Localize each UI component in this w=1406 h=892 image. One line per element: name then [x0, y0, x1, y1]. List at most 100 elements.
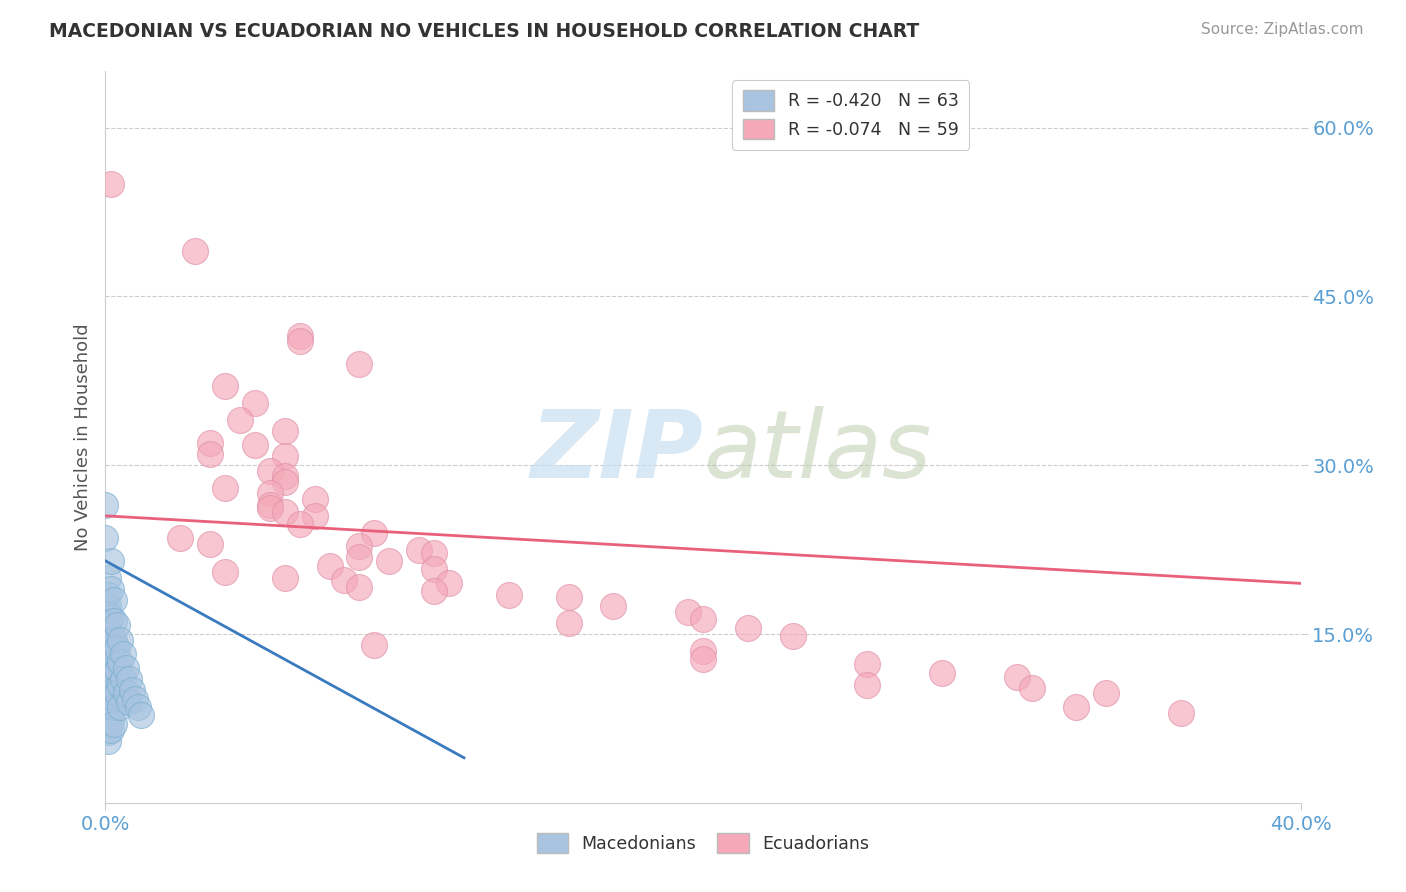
Point	[318, 559, 340, 574]
Point	[333, 573, 356, 587]
Point	[557, 615, 579, 630]
Point	[288, 516, 311, 531]
Point	[127, 700, 149, 714]
Text: MACEDONIAN VS ECUADORIAN NO VEHICLES IN HOUSEHOLD CORRELATION CHART: MACEDONIAN VS ECUADORIAN NO VEHICLES IN …	[49, 22, 920, 41]
Point	[97, 710, 120, 724]
Point	[856, 678, 879, 692]
Point	[273, 449, 295, 463]
Point	[97, 734, 120, 748]
Point	[110, 678, 132, 692]
Point	[103, 717, 125, 731]
Point	[110, 655, 132, 669]
Point	[498, 588, 520, 602]
Point	[273, 425, 295, 439]
Point	[782, 629, 804, 643]
Point	[100, 672, 122, 686]
Y-axis label: No Vehicles in Household: No Vehicles in Household	[73, 323, 91, 551]
Point	[97, 689, 120, 703]
Point	[107, 663, 129, 677]
Point	[100, 723, 122, 737]
Point	[103, 593, 125, 607]
Point	[692, 652, 714, 666]
Point	[97, 649, 120, 664]
Point	[97, 674, 120, 689]
Point	[97, 717, 120, 731]
Point	[214, 379, 236, 393]
Point	[107, 640, 129, 655]
Point	[97, 632, 120, 647]
Point	[423, 584, 446, 599]
Point	[273, 506, 295, 520]
Point	[97, 681, 120, 695]
Point	[423, 546, 446, 560]
Point	[229, 413, 252, 427]
Point	[97, 615, 120, 630]
Point	[103, 632, 125, 647]
Point	[124, 692, 146, 706]
Point	[437, 576, 460, 591]
Point	[129, 708, 153, 723]
Point	[676, 605, 699, 619]
Point	[97, 607, 120, 621]
Point	[602, 599, 624, 613]
Point	[103, 614, 125, 628]
Point	[198, 435, 221, 450]
Point	[107, 685, 129, 699]
Point	[100, 655, 122, 669]
Point	[692, 612, 714, 626]
Point	[737, 621, 759, 635]
Point	[97, 588, 120, 602]
Point	[121, 683, 143, 698]
Point	[100, 638, 122, 652]
Point	[692, 644, 714, 658]
Point	[1095, 685, 1118, 699]
Point	[97, 624, 120, 639]
Point	[100, 689, 122, 703]
Point	[214, 481, 236, 495]
Point	[97, 666, 120, 681]
Point	[378, 554, 401, 568]
Point	[100, 177, 122, 191]
Point	[115, 661, 138, 675]
Point	[97, 599, 120, 613]
Point	[100, 714, 122, 728]
Point	[100, 680, 122, 694]
Point	[198, 537, 221, 551]
Point	[1066, 700, 1088, 714]
Point	[1021, 681, 1043, 695]
Point	[856, 657, 879, 672]
Point	[97, 697, 120, 711]
Point	[110, 700, 132, 714]
Point	[349, 357, 371, 371]
Point	[94, 498, 117, 512]
Point	[103, 666, 125, 681]
Text: atlas: atlas	[703, 406, 931, 497]
Point	[198, 447, 221, 461]
Point	[97, 571, 120, 585]
Point	[273, 469, 295, 483]
Point	[112, 672, 135, 686]
Point	[363, 525, 385, 540]
Point	[97, 657, 120, 672]
Point	[273, 571, 295, 585]
Text: ZIP: ZIP	[530, 406, 703, 498]
Point	[349, 539, 371, 553]
Point	[214, 565, 236, 579]
Point	[1170, 706, 1192, 720]
Point	[408, 542, 430, 557]
Text: Source: ZipAtlas.com: Source: ZipAtlas.com	[1201, 22, 1364, 37]
Point	[557, 590, 579, 604]
Point	[107, 618, 129, 632]
Point	[100, 646, 122, 660]
Point	[118, 694, 141, 708]
Point	[349, 550, 371, 565]
Point	[288, 328, 311, 343]
Point	[349, 580, 371, 594]
Point	[243, 396, 266, 410]
Point	[103, 683, 125, 698]
Point	[100, 554, 122, 568]
Point	[184, 244, 207, 259]
Point	[100, 627, 122, 641]
Point	[100, 610, 122, 624]
Point	[110, 632, 132, 647]
